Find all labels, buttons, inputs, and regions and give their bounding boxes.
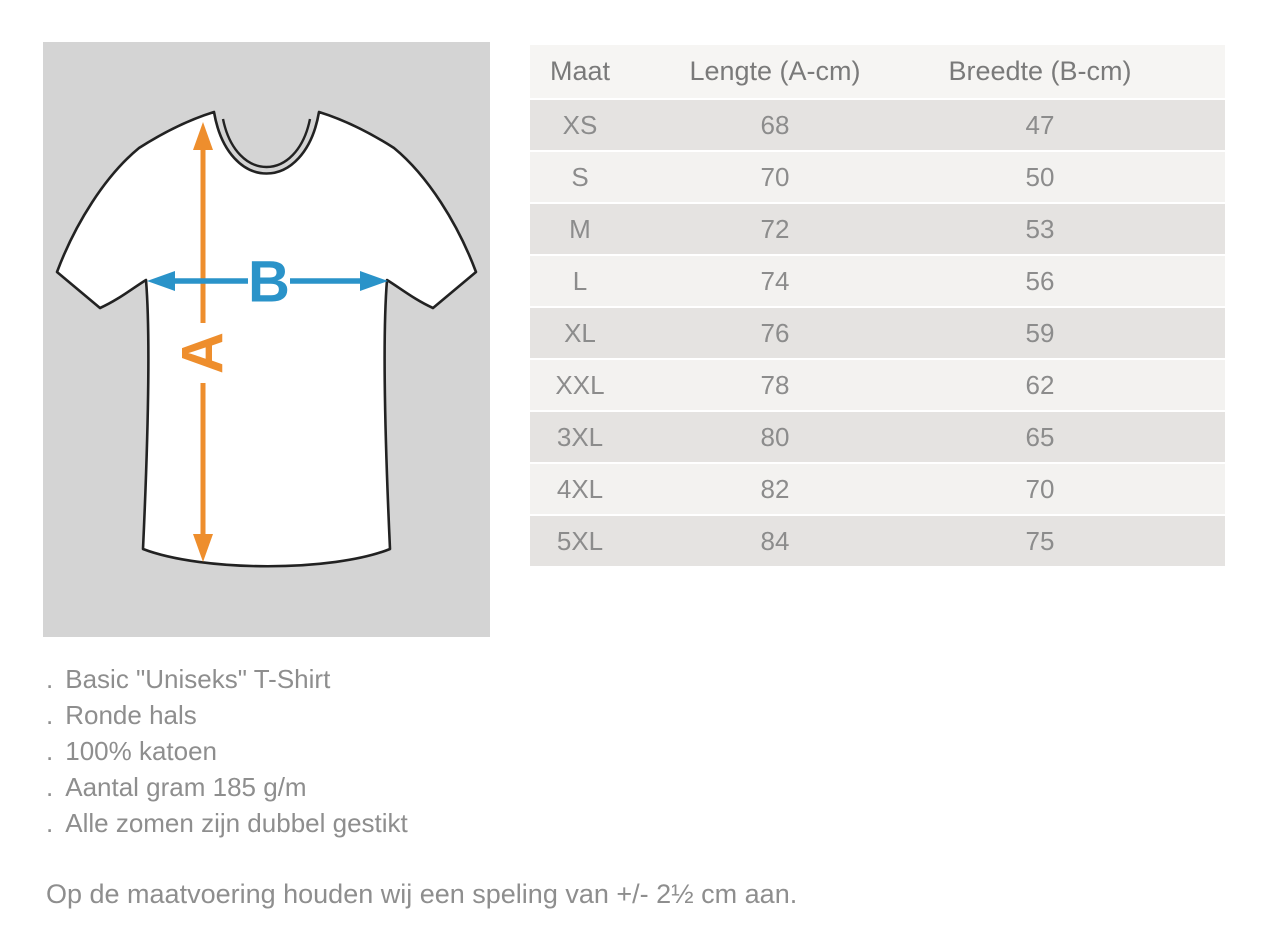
cell-breedte: 56 (1025, 265, 1055, 296)
table-row-xxl: XXL 78 62 (530, 360, 1225, 410)
cell-maat: S (571, 161, 589, 192)
cell-breedte: 59 (1025, 317, 1055, 348)
cell-lengte: 82 (760, 473, 790, 504)
cell-maat: XXL (555, 369, 605, 400)
feature-text: Ronde hals (65, 700, 197, 730)
feature-item: . Ronde hals (46, 697, 408, 733)
cell-lengte: 84 (760, 525, 790, 556)
table-row-m: M 72 53 (530, 204, 1225, 254)
cell-lengte: 74 (760, 265, 790, 296)
bullet-dot: . (46, 808, 54, 838)
cell-lengte: 76 (760, 317, 790, 348)
cell-breedte: 62 (1025, 369, 1055, 400)
cell-lengte: 78 (760, 369, 790, 400)
feature-item: . Aantal gram 185 g/m (46, 769, 408, 805)
cell-breedte: 65 (1025, 421, 1055, 452)
cell-lengte: 72 (760, 213, 790, 244)
table-row-xl: XL 76 59 (530, 308, 1225, 358)
feature-item: . Basic "Uniseks" T-Shirt (46, 661, 408, 697)
cell-breedte: 75 (1025, 525, 1055, 556)
table-row-s: S 70 50 (530, 152, 1225, 202)
table-row-4xl: 4XL 82 70 (530, 464, 1225, 514)
cell-maat: 4XL (556, 473, 604, 504)
bullet-dot: . (46, 700, 54, 730)
tshirt-diagram-svg: A B (43, 42, 490, 637)
width-arrowhead-right (360, 271, 388, 291)
cell-maat: L (572, 265, 588, 296)
bullet-dot: . (46, 736, 54, 766)
feature-item: . 100% katoen (46, 733, 408, 769)
feature-text: Aantal gram 185 g/m (65, 772, 307, 802)
length-arrowhead-top (193, 122, 213, 150)
cell-maat: 5XL (556, 525, 604, 556)
tolerance-note: Op de maatvoering houden wij een speling… (46, 879, 798, 909)
cell-lengte: 70 (760, 161, 790, 192)
width-label-B: B (248, 250, 290, 315)
feature-text: Alle zomen zijn dubbel gestikt (65, 808, 408, 838)
feature-text: Basic "Uniseks" T-Shirt (65, 664, 331, 694)
table-row-3xl: 3XL 80 65 (530, 412, 1225, 462)
cell-breedte: 70 (1025, 473, 1055, 504)
bullet-dot: . (46, 664, 54, 694)
table-row-xs: XS 68 47 (530, 100, 1225, 150)
cell-lengte: 68 (760, 109, 790, 140)
tshirt-measurement-diagram: A B (43, 42, 490, 637)
tshirt-outline (55, 110, 478, 568)
cell-breedte: 50 (1025, 161, 1055, 192)
length-arrow-A: A (171, 122, 236, 562)
cell-maat: XL (564, 317, 596, 348)
column-header-maat: Maat (549, 56, 611, 86)
feature-item: . Alle zomen zijn dubbel gestikt (46, 805, 408, 841)
table-row-l: L 74 56 (530, 256, 1225, 306)
cell-breedte: 53 (1025, 213, 1055, 244)
length-arrowhead-bottom (193, 534, 213, 562)
width-arrowhead-left (147, 271, 175, 291)
table-header-row: Maat Lengte (A-cm) Breedte (B-cm) (530, 45, 1225, 98)
size-table: Maat Lengte (A-cm) Breedte (B-cm) XS 68 … (530, 45, 1225, 566)
cell-breedte: 47 (1025, 109, 1055, 140)
length-label-A: A (171, 332, 236, 374)
cell-lengte: 80 (760, 421, 790, 452)
cell-maat: XS (562, 109, 598, 140)
tshirt-collar-inner-line (221, 118, 312, 169)
cell-maat: 3XL (556, 421, 604, 452)
table-row-5xl: 5XL 84 75 (530, 516, 1225, 566)
cell-maat: M (569, 213, 591, 244)
width-arrow-B: B (147, 250, 388, 315)
bullet-dot: . (46, 772, 54, 802)
column-header-breedte: Breedte (B-cm) (948, 56, 1132, 86)
feature-text: 100% katoen (65, 736, 218, 766)
column-header-lengte: Lengte (A-cm) (689, 56, 861, 86)
product-features-list: . Basic "Uniseks" T-Shirt . Ronde hals . 10… (46, 661, 408, 841)
